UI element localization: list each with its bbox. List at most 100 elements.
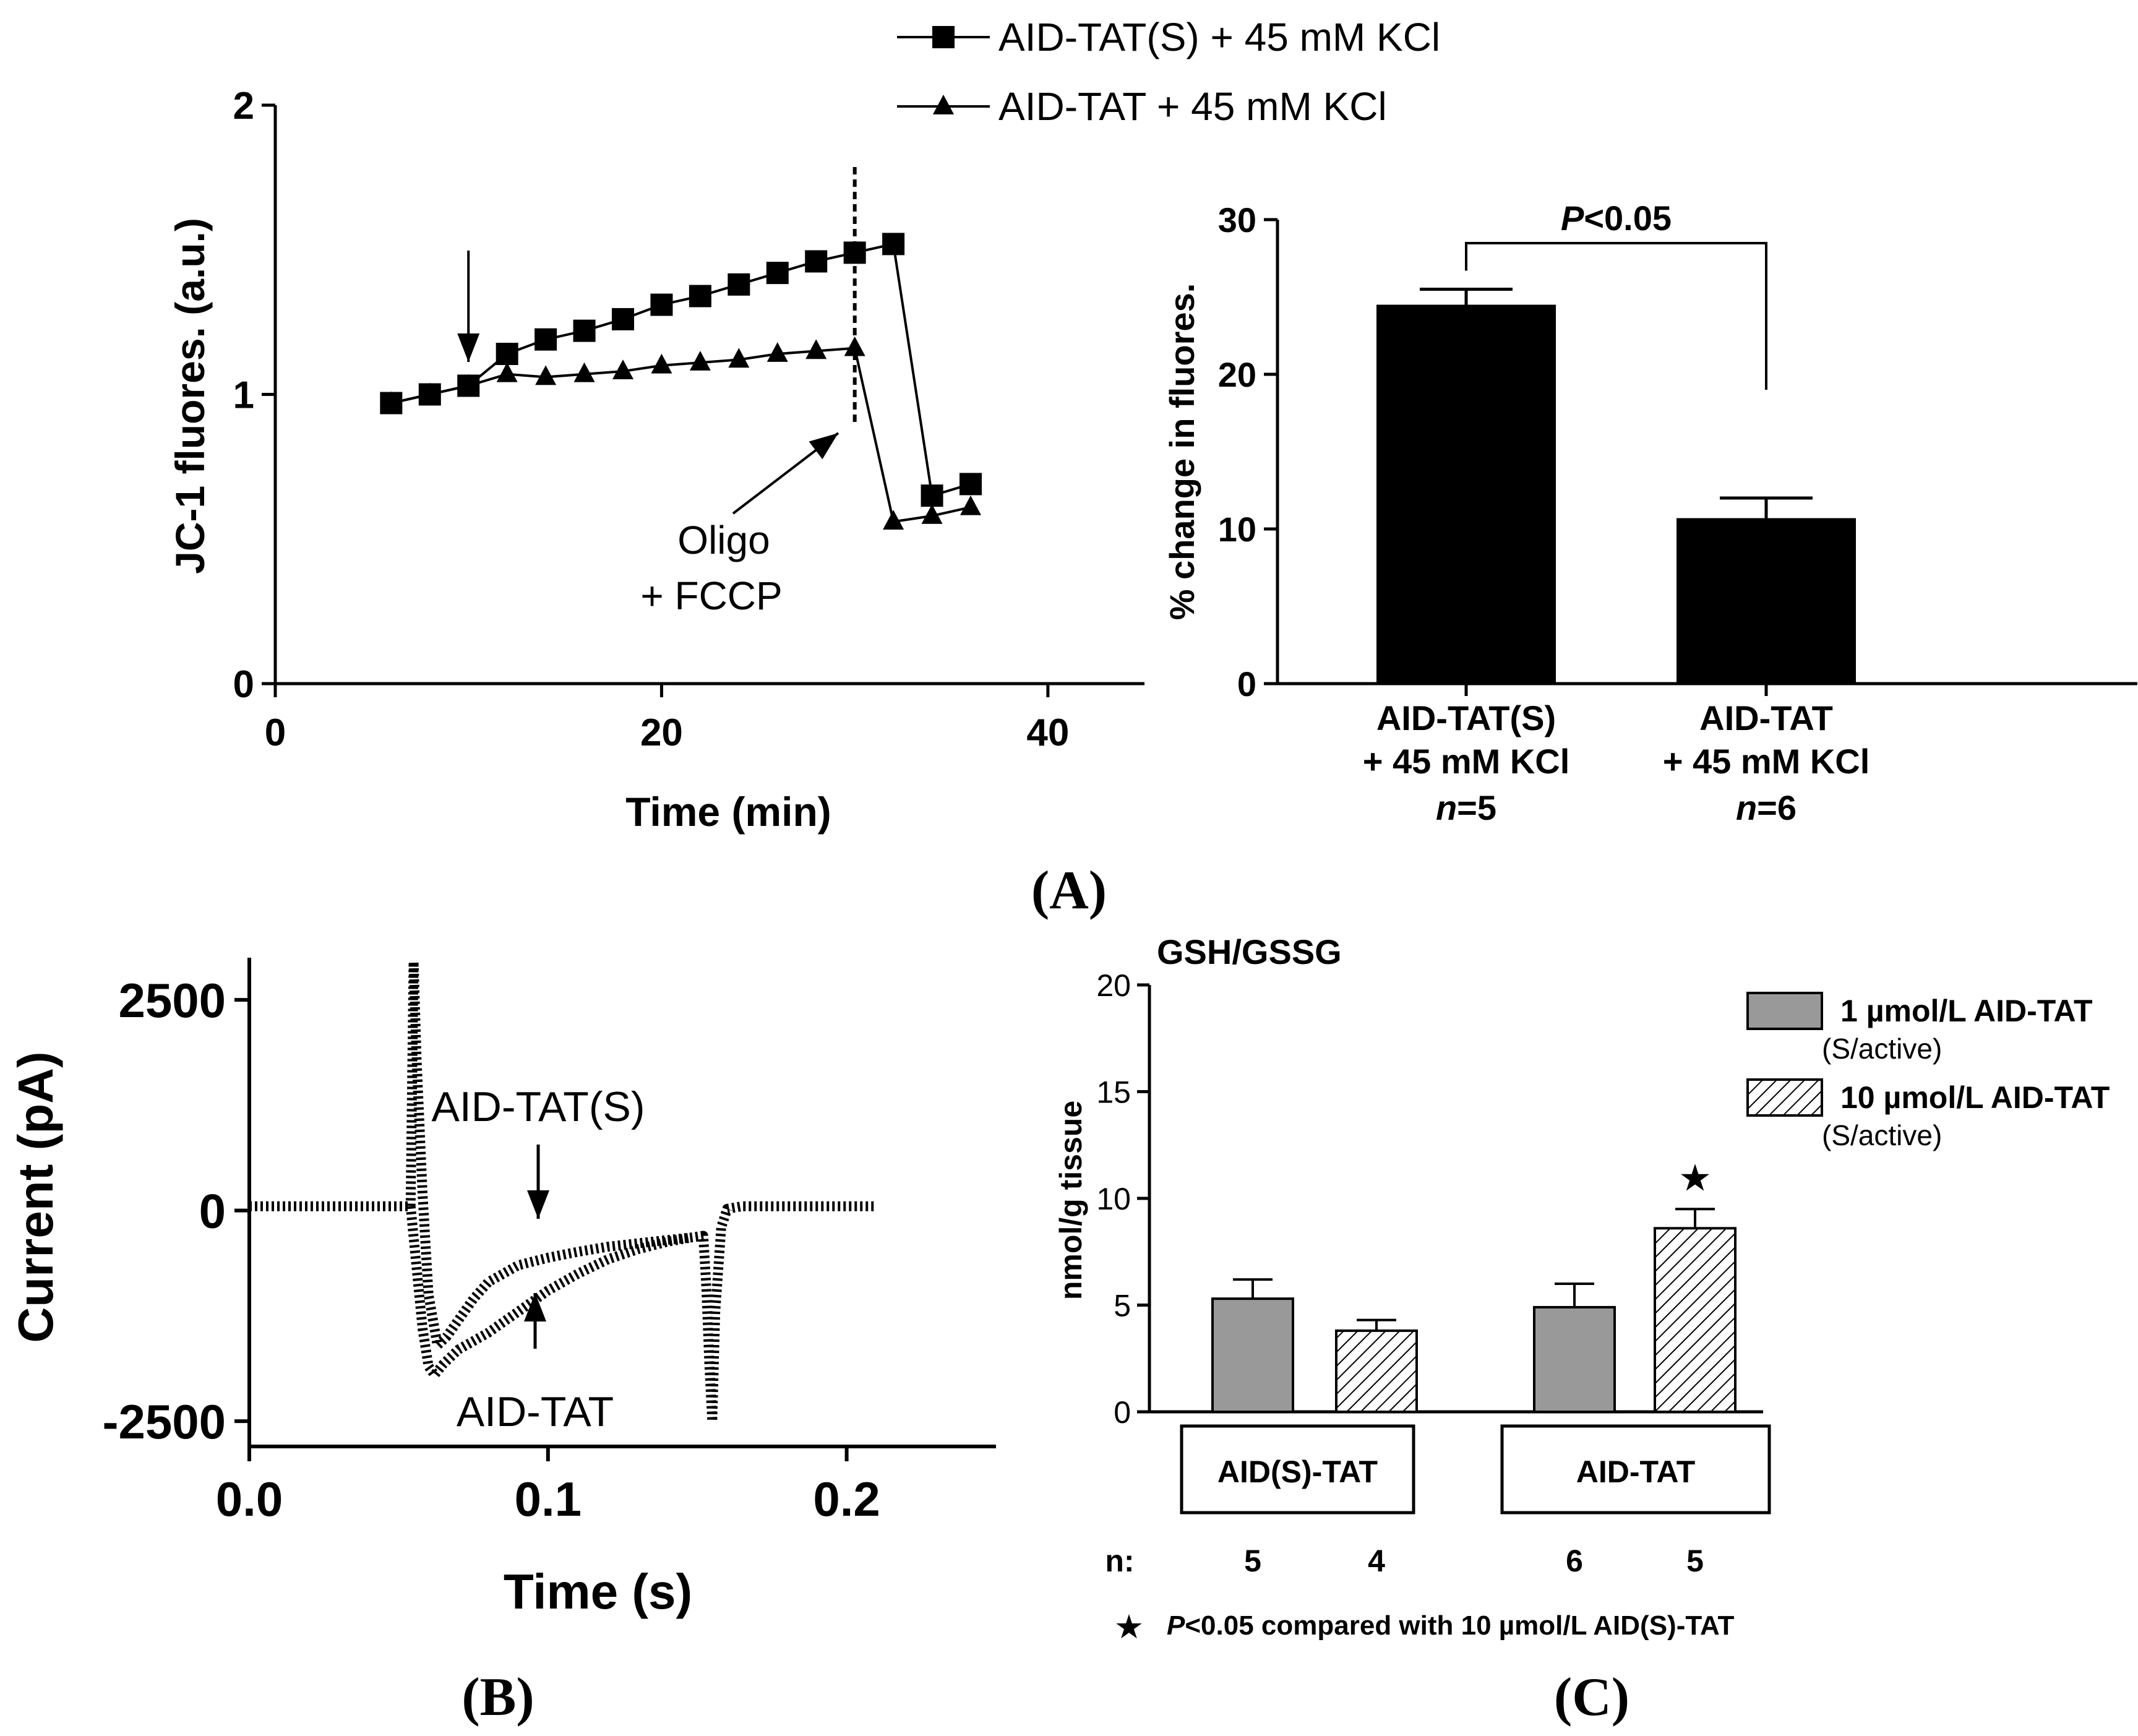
category-label-line1: AID-TAT <box>1699 698 1833 737</box>
y-tick-label: 20 <box>1218 355 1256 394</box>
data-point <box>844 336 865 356</box>
data-point <box>960 473 982 496</box>
y-axis-label: Current (pA) <box>8 1051 63 1343</box>
chart-a-left: 0 20 40 0 1 2 Time (min) JC-1 fluores. (a.u.) Ol… <box>167 15 1440 835</box>
group-box <box>1500 1424 1771 1515</box>
x-tick-label: 20 <box>640 711 683 754</box>
n-value: 6 <box>1566 1544 1583 1578</box>
data-point <box>843 241 866 264</box>
data-point <box>496 343 518 366</box>
data-point <box>650 293 673 316</box>
y-tick-label: 1 <box>233 374 254 417</box>
legend-label: AID-TAT + 45 mM KCl <box>998 84 1387 129</box>
group-box <box>1180 1424 1415 1515</box>
y-tick-label: 15 <box>1096 1075 1131 1110</box>
significance-label: P<0.05 <box>1561 199 1672 238</box>
legend-label: 1 µmol/L AID-TAT <box>1840 994 2093 1028</box>
arrow-head <box>809 433 838 460</box>
panel-label-b: (B) <box>462 1667 534 1727</box>
legend-marker-square <box>932 26 955 48</box>
drug-label-line1: Oligo <box>677 518 770 562</box>
category-label-line2: + 45 mM KCl <box>1363 742 1570 781</box>
data-point <box>882 233 905 256</box>
bar <box>1335 1329 1418 1413</box>
data-point <box>573 319 596 342</box>
x-tick-label: 0 <box>265 711 286 754</box>
bar <box>1676 518 1856 684</box>
data-point <box>766 342 788 362</box>
y-tick-label: 30 <box>1218 200 1256 239</box>
bar <box>1211 1297 1294 1413</box>
footnote-text: P<0.05 compared with 10 µmol/L AID(S)-TA… <box>1167 1610 1734 1641</box>
y-tick-label: 10 <box>1218 510 1256 549</box>
data-point <box>805 339 827 359</box>
chart-b: 0.0 0.1 0.2 -2500 0 2500 Time (s) Current (pA) A… <box>8 956 996 1619</box>
legend-sublabel: (S/active) <box>1822 1033 1942 1065</box>
data-point <box>534 328 557 351</box>
y-tick-label: 20 <box>1096 968 1131 1003</box>
data-point <box>883 510 904 530</box>
y-tick-label: 2 <box>233 85 254 127</box>
x-tick-label: 0.1 <box>515 1472 582 1526</box>
bar <box>1654 1227 1737 1414</box>
significance-bracket <box>1465 242 1767 390</box>
y-tick-label: 0 <box>199 1184 226 1239</box>
y-axis-label: % change in fluores. <box>1162 283 1201 621</box>
category-label-line2: + 45 mM KCl <box>1663 742 1870 781</box>
n-value: 5 <box>1244 1544 1261 1578</box>
trace-label-lower: AID-TAT <box>457 1388 614 1435</box>
legend-label: 10 µmol/L AID-TAT <box>1840 1080 2110 1115</box>
y-tick-label: -2500 <box>103 1394 226 1449</box>
significance-star: ★ <box>1678 1157 1712 1198</box>
data-point <box>535 365 557 385</box>
chart-c: 0 5 10 15 20 GSH/GSSG nmol/g tissue 5 6 4 5 ★ AID(S)… <box>1054 932 2110 1646</box>
x-tick-label: 40 <box>1026 711 1069 754</box>
y-tick-label: 2500 <box>118 973 226 1028</box>
data-point <box>612 307 634 330</box>
arrow-head <box>524 1293 546 1321</box>
data-point <box>651 353 672 374</box>
n-title: n: <box>1105 1544 1134 1578</box>
series-line <box>390 242 971 497</box>
data-point <box>921 504 943 524</box>
x-tick-label: 0.2 <box>813 1472 880 1526</box>
data-point <box>689 351 711 371</box>
application-arrow <box>457 251 480 362</box>
data-point <box>496 362 518 382</box>
series-line <box>390 346 971 523</box>
data-point <box>921 484 943 507</box>
legend-swatch <box>1746 1078 1823 1117</box>
y-axis-label: nmol/g tissue <box>1054 1101 1088 1300</box>
chart-title: GSH/GSSG <box>1157 932 1342 971</box>
legend-swatch <box>1746 992 1823 1030</box>
current-trace <box>249 956 877 1427</box>
bar <box>1376 304 1556 684</box>
data-point <box>728 348 750 368</box>
current-trace <box>405 1206 692 1380</box>
legend-marker-triangle <box>933 95 954 114</box>
arrow-head <box>457 333 480 362</box>
panel-label-a: (A) <box>1031 861 1107 921</box>
footnote-star: ★ <box>1114 1609 1144 1646</box>
legend-sublabel: (S/active) <box>1822 1119 1942 1151</box>
data-point <box>573 362 595 382</box>
y-tick-label: 0 <box>233 663 254 706</box>
category-n-label: n=5 <box>1436 788 1496 827</box>
y-axis-label: JC-1 fluores. (a.u.) <box>167 218 213 574</box>
drug-arrow <box>732 432 839 515</box>
data-point <box>419 382 440 403</box>
panel-label-c: (C) <box>1554 1667 1629 1727</box>
legend: AID-TAT(S) + 45 mM KCl AID-TAT + 45 mM KC… <box>897 15 1440 129</box>
x-tick-label: 0.0 <box>216 1472 283 1526</box>
drug-label-line2: + FCCP <box>640 574 782 618</box>
y-tick-label: 0 <box>1114 1395 1131 1430</box>
data-point <box>380 391 402 411</box>
category-n-label: n=6 <box>1736 788 1797 827</box>
data-point <box>728 273 750 296</box>
legend-label: AID-TAT(S) + 45 mM KCl <box>998 15 1440 59</box>
data-point <box>805 250 828 273</box>
trace-arrow-lower <box>524 1293 546 1349</box>
x-axis-label: Time (min) <box>625 789 831 835</box>
trace-arrow-upper <box>527 1145 549 1219</box>
